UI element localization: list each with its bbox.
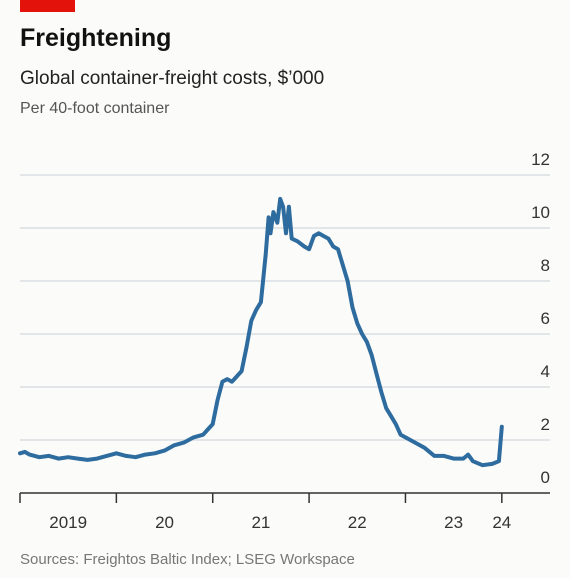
x-tick-label: 22 — [348, 513, 367, 532]
y-tick-label: 0 — [541, 468, 550, 487]
chart-subtitle: Global container-freight costs, $’000 — [20, 68, 324, 89]
x-tick-label: 2019 — [49, 513, 87, 532]
brand-tag — [20, 0, 75, 12]
x-tick-label: 23 — [444, 513, 463, 532]
unit-note: Per 40-foot container — [20, 100, 170, 117]
y-tick-label: 4 — [541, 362, 550, 381]
x-tick-label: 24 — [492, 513, 511, 532]
y-tick-label: 10 — [531, 203, 550, 222]
chart-title: Freightening — [20, 24, 171, 52]
y-tick-label: 2 — [541, 415, 550, 434]
data-line — [18, 196, 504, 468]
source: Sources: Freightos Baltic Index; LSEG Wo… — [20, 551, 355, 568]
x-tick-label: 20 — [155, 513, 174, 532]
y-tick-label: 6 — [541, 309, 550, 328]
y-tick-label: 8 — [541, 256, 550, 275]
y-tick-label: 12 — [531, 150, 550, 169]
x-tick-label: 21 — [251, 513, 270, 532]
